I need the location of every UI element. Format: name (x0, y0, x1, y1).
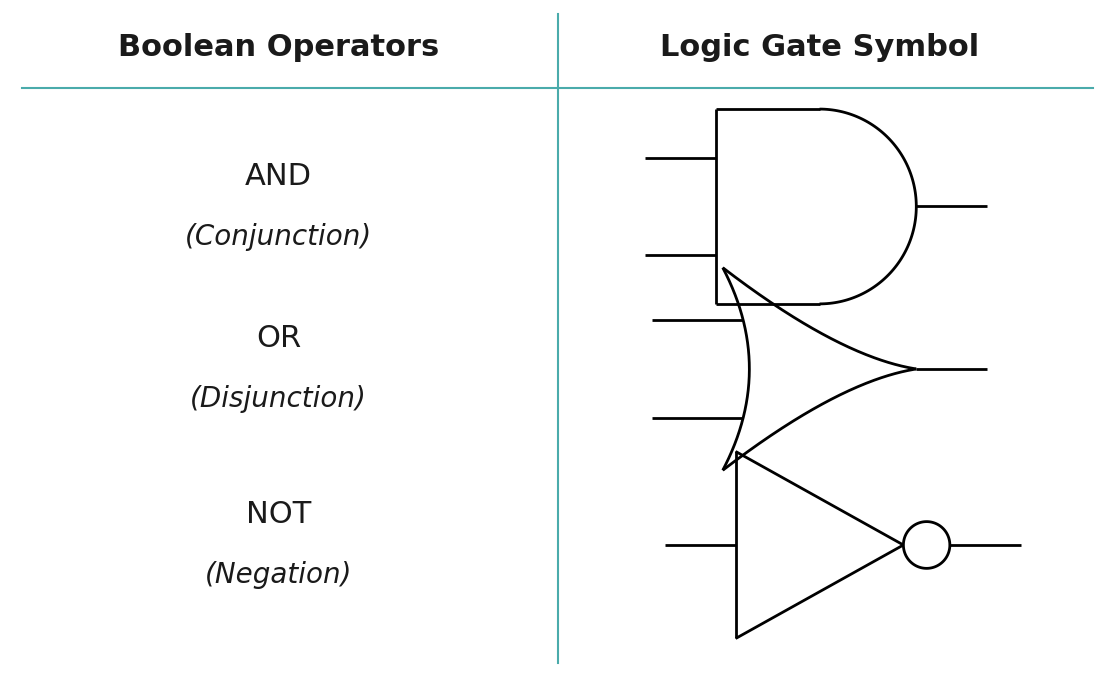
Text: NOT: NOT (246, 500, 311, 529)
Text: OR: OR (256, 324, 301, 353)
Text: AND: AND (245, 162, 312, 190)
Text: Logic Gate Symbol: Logic Gate Symbol (660, 33, 979, 62)
Text: (Disjunction): (Disjunction) (191, 385, 367, 414)
Text: (Conjunction): (Conjunction) (185, 223, 372, 251)
Text: Boolean Operators: Boolean Operators (118, 33, 439, 62)
Text: (Negation): (Negation) (205, 561, 352, 590)
